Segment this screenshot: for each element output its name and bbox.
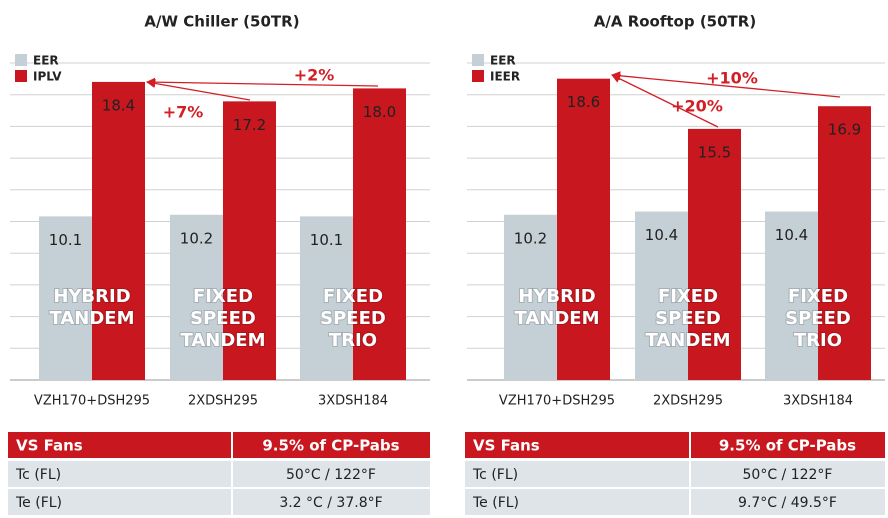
table-header [465,432,885,458]
bar [818,106,871,380]
annotation: +20% [671,97,723,116]
table-cell: Tc (FL) [472,467,518,483]
value-label: 17.2 [233,116,266,134]
table-cell: 9.7°C / 49.5°F [738,495,837,511]
bar [353,88,406,381]
x-tick-label: VZH170+DSH295 [499,394,615,409]
table-cell: 50°C / 122°F [286,467,376,483]
value-label: 10.2 [180,229,213,247]
value-label: 16.9 [828,121,861,139]
bar-label: FIXED [788,286,848,307]
table-cell: Tc (FL) [15,467,61,483]
table-header-cell: 9.5% of CP-Pabs [262,437,399,455]
table-header-cell: VS Fans [473,437,540,455]
bar [223,101,276,381]
bar-label: TRIO [794,330,842,351]
bar-label: TRIO [329,330,377,351]
legend-label: EER [33,54,59,68]
bar-label: TANDEM [180,330,265,351]
bar-label: FIXED [193,286,253,307]
chart-title: A/W Chiller (50TR) [144,13,299,31]
bar [170,214,223,380]
value-label: 10.1 [310,231,343,249]
chart-title: A/A Rooftop (50TR) [594,13,756,31]
bar-label: TANDEM [514,308,599,329]
table-cell: 3.2 °C / 37.8°F [279,495,382,511]
bar [635,211,688,380]
bar-label: SPEED [785,308,851,329]
legend-label: IEER [490,70,520,84]
bar-label: SPEED [655,308,721,329]
x-tick-label: VZH170+DSH295 [34,394,150,409]
bar [39,216,92,380]
annotation-arrow [611,74,719,128]
value-label: 10.2 [514,229,547,247]
bar [300,216,353,380]
value-label: 10.4 [775,226,808,244]
legend-label: IPLV [33,70,62,84]
bar-label: SPEED [190,308,256,329]
value-label: 10.1 [49,231,82,249]
bar-label: FIXED [658,286,718,307]
bar-label: HYBRID [53,286,130,307]
bar [504,214,557,380]
annotation-arrow [146,78,251,101]
annotation: +10% [706,69,758,88]
table-cell: 50°C / 122°F [743,467,833,483]
annotation-arrow [146,77,379,87]
value-label: 15.5 [698,143,731,161]
bar [92,81,145,381]
value-label: 10.4 [645,226,678,244]
legend-swatch [15,54,27,66]
annotation: +2% [294,66,335,85]
x-tick-label: 2XDSH295 [188,394,258,409]
bar-label: SPEED [320,308,386,329]
table-row [8,489,430,515]
annotation: +7% [163,103,204,122]
legend-swatch [15,70,27,82]
table-row [465,461,885,487]
table-row [465,489,885,515]
bar-label: TANDEM [49,308,134,329]
legend-label: EER [490,54,516,68]
x-tick-label: 2XDSH295 [653,394,723,409]
value-label: 18.0 [363,103,396,121]
bar-label: FIXED [323,286,383,307]
table-cell: Te (FL) [15,495,62,511]
bar [688,128,741,380]
bar [765,211,818,380]
bar-label: TANDEM [645,330,730,351]
bar-label: HYBRID [518,286,595,307]
x-tick-label: 3XDSH184 [318,394,388,409]
x-tick-label: 3XDSH184 [783,394,853,409]
legend-swatch [472,54,484,66]
table-header-cell: VS Fans [16,437,83,455]
table-header-cell: 9.5% of CP-Pabs [719,437,856,455]
table-cell: Te (FL) [472,495,519,511]
table-row [8,461,430,487]
annotation-arrow [611,71,841,98]
table-header [8,432,430,458]
value-label: 18.4 [102,96,135,114]
legend-swatch [472,70,484,82]
value-label: 18.6 [567,93,600,111]
bar [557,78,610,381]
